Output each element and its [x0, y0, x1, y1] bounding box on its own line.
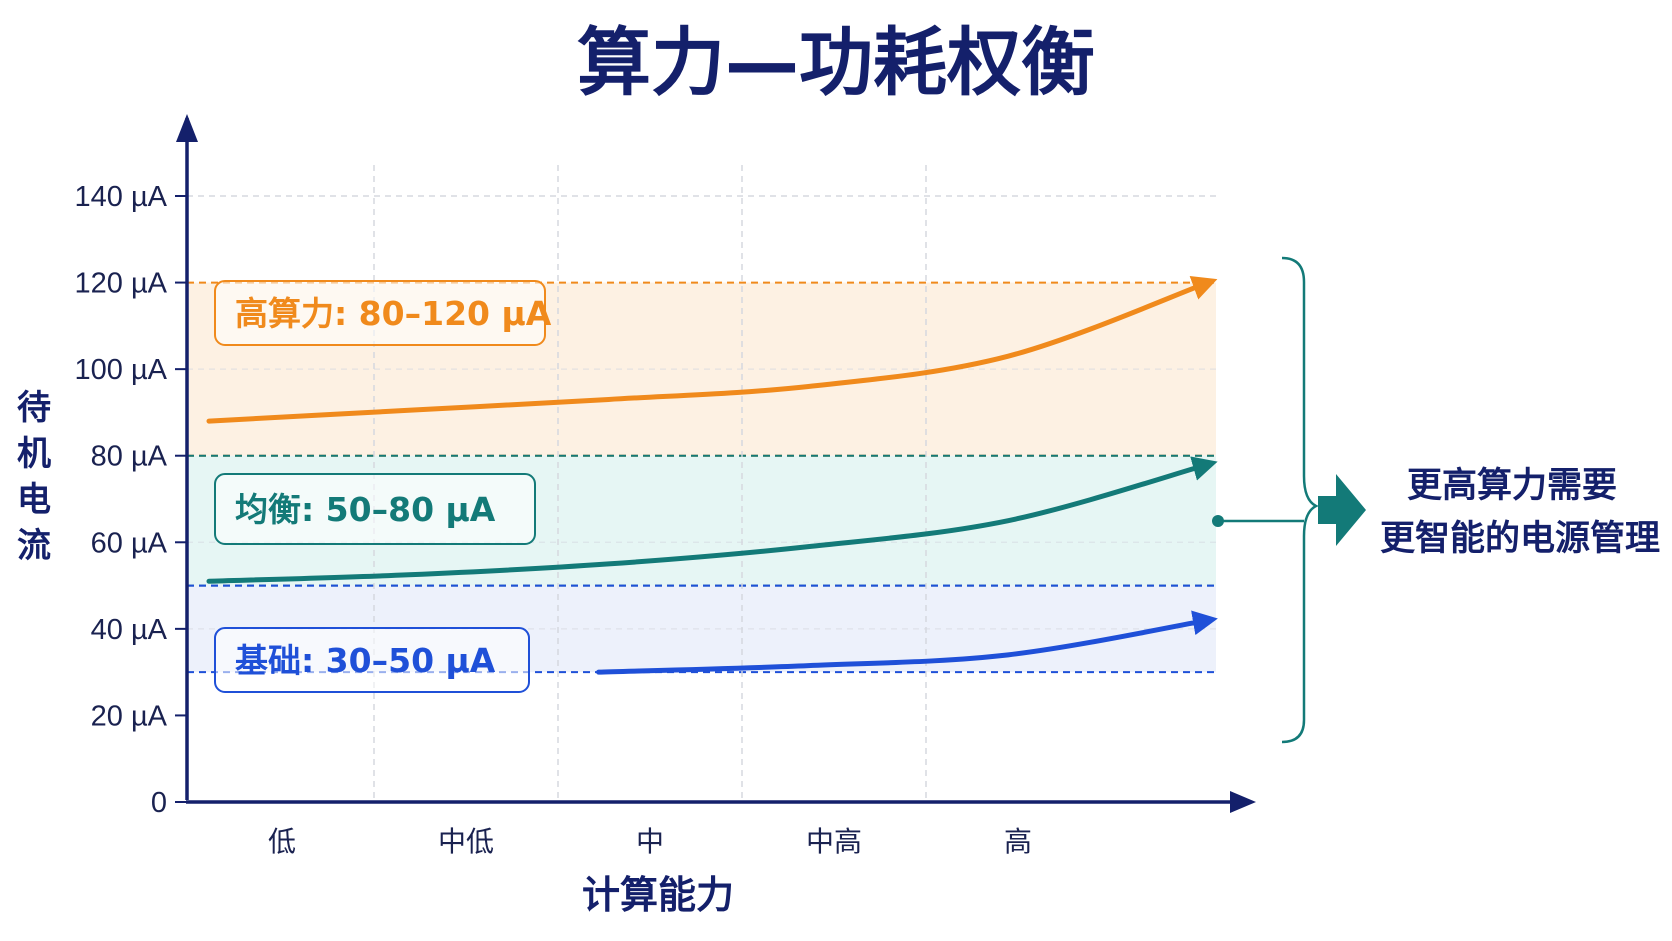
axes — [176, 114, 1256, 813]
y-axis-label-char-3: 流 — [17, 526, 51, 566]
band-label-box-1 — [214, 473, 536, 545]
y-axis-arrow-icon — [176, 114, 198, 142]
y-tick-label-7: 140 µA — [75, 181, 168, 213]
x-axis-label: 计算能力 — [582, 873, 734, 917]
band-label-box-0 — [214, 280, 546, 346]
y-axis-label-char-0: 待 — [17, 388, 51, 428]
y-tick-label-5: 100 µA — [75, 354, 168, 386]
y-tick-label-6: 120 µA — [75, 268, 168, 300]
y-tick-label-3: 60 µA — [91, 527, 168, 559]
right-brace-icon — [1281, 256, 1319, 744]
y-tick-label-1: 20 µA — [91, 700, 168, 732]
x-ticks: 低 中低 中 中高 高 — [268, 825, 1032, 858]
band-labels-layer: 高算力: 80–120 µA 均衡: 50–80 µA 基础: 30–50 µA — [214, 280, 552, 693]
conclusion-line-2: 更智能的电源管理 — [1380, 519, 1660, 559]
x-tick-label-2: 中 — [636, 825, 664, 858]
x-tick-label-0: 低 — [268, 825, 296, 858]
curves-layer — [206, 276, 1218, 675]
y-tick-label-0: 0 — [151, 787, 167, 819]
y-axis-label-char-1: 机 — [17, 434, 51, 474]
curve-基础 — [596, 610, 1218, 675]
y-axis-label-char-2: 电 — [17, 480, 51, 520]
curve-均衡 — [206, 456, 1218, 584]
conclusion-line-1: 更高算力需要 — [1407, 466, 1617, 506]
grid-layer — [187, 165, 1216, 802]
x-axis-arrow-icon — [1230, 791, 1256, 813]
x-tick-label-3: 中高 — [806, 825, 862, 858]
y-tick-label-2: 40 µA — [91, 614, 168, 646]
band-label-box-2 — [214, 627, 530, 693]
x-tick-label-4: 高 — [1004, 825, 1032, 858]
chart-title: 算力—功耗权衡 — [577, 20, 1095, 106]
conclusion-arrow-icon — [1318, 474, 1366, 546]
conclusion-group: 更高算力需要 更智能的电源管理 — [1212, 256, 1660, 744]
y-ticks: 0 20 µA 40 µA 60 µA 80 µA 100 µA 120 µA 140 µA — [75, 181, 187, 819]
band-label-均衡: 均衡: 50–80 µA — [235, 490, 496, 529]
band-label-高算力: 高算力: 80–120 µA — [235, 294, 552, 333]
band-label-基础: 基础: 30–50 µA — [235, 641, 496, 680]
y-tick-label-4: 80 µA — [91, 441, 168, 473]
x-tick-label-1: 中低 — [438, 825, 494, 858]
curve-高算力 — [206, 276, 1218, 424]
